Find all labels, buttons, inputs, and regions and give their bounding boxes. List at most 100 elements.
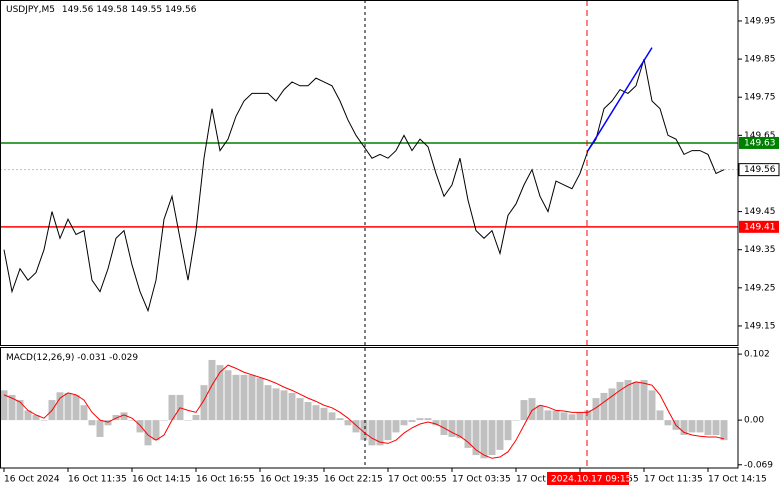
x-tick-label: 17 Oct 06:15 xyxy=(516,475,575,485)
macd-frame xyxy=(0,347,739,469)
macd-bar xyxy=(472,420,480,456)
x-tick-label: 17 Oct 03:35 xyxy=(452,475,511,485)
macd-bar xyxy=(656,410,664,421)
macd-bar xyxy=(112,414,120,421)
close: 149.56 xyxy=(165,5,197,15)
main-frame xyxy=(0,0,739,346)
y-tick-label: 149.15 xyxy=(744,321,776,331)
macd-bar xyxy=(224,370,232,421)
macd-bar xyxy=(704,420,712,435)
x-tick-label: 17 Oct 14:15 xyxy=(708,475,767,485)
macd-bar xyxy=(136,420,144,433)
back-layer xyxy=(0,142,738,459)
macd-bar xyxy=(80,405,88,421)
macd-bar xyxy=(272,388,280,421)
macd-bar xyxy=(312,405,320,421)
macd-bar xyxy=(456,420,464,439)
y-tick-label: 149.65 xyxy=(744,131,776,141)
signal-value: -0.029 xyxy=(109,353,138,363)
macd-bar xyxy=(328,412,336,421)
macd-bar xyxy=(664,420,672,426)
y-tick-label: 149.85 xyxy=(744,55,776,65)
open: 149.56 xyxy=(62,5,94,15)
x-tick-label: 17 Oct 00:55 xyxy=(388,475,447,485)
macd-bar xyxy=(504,420,512,441)
macd-bar xyxy=(64,392,72,421)
macd-bar xyxy=(536,405,544,421)
macd-bar xyxy=(544,410,552,421)
macd-bar xyxy=(696,420,704,433)
macd-bar xyxy=(688,420,696,433)
macd-bar xyxy=(632,381,640,421)
y-tick-label: 149.95 xyxy=(744,16,776,26)
macd-bar xyxy=(168,394,176,421)
macd-bar xyxy=(400,420,408,426)
macd-bar xyxy=(360,420,368,441)
y-tick-label: 0.00 xyxy=(744,416,764,426)
trendline xyxy=(587,47,653,151)
signal-line xyxy=(3,364,725,459)
macd-bar xyxy=(184,420,192,421)
macd-bar xyxy=(96,420,104,437)
macd-bar xyxy=(304,402,312,421)
macd-bar xyxy=(0,390,8,421)
macd-bar xyxy=(520,400,528,421)
macd-bar xyxy=(424,418,432,421)
macd-bar xyxy=(24,410,32,421)
macd-bar xyxy=(600,392,608,421)
last-price-box xyxy=(738,163,780,177)
macd-bar xyxy=(296,398,304,421)
y-tick-label: 149.45 xyxy=(744,207,776,217)
macd-bar xyxy=(408,420,416,423)
macd-bar xyxy=(288,392,296,421)
last-price-label: 149.56 xyxy=(744,165,776,175)
macd-bar xyxy=(344,420,352,426)
macd-bar xyxy=(496,420,504,450)
macd-bar xyxy=(192,414,200,421)
macd-bar xyxy=(88,420,96,426)
macd-bar xyxy=(32,414,40,421)
symbol: USDJPY,M5 xyxy=(6,5,55,15)
macd-bar xyxy=(256,378,264,421)
macd-bar xyxy=(560,412,568,421)
macd-bar xyxy=(592,398,600,421)
macd-bar xyxy=(120,412,128,421)
level-label-box xyxy=(739,136,779,149)
x-tick-label: 16 Oct 22:15 xyxy=(324,475,383,485)
macd-bar xyxy=(432,420,440,426)
y-tick-label: -0.069 xyxy=(744,460,773,470)
macd-bar xyxy=(680,420,688,435)
crosshair-label: 2024.10.17 09:15 xyxy=(551,475,631,485)
crosshair-box xyxy=(547,472,629,485)
macd-bar xyxy=(144,420,152,446)
x-tick-label: 16 Oct 2024 xyxy=(4,475,60,485)
macd-bar xyxy=(232,374,240,421)
macd-bar xyxy=(240,374,248,421)
macd-bar xyxy=(448,420,456,437)
macd-bar xyxy=(552,410,560,421)
y-tick-label: 149.35 xyxy=(744,245,776,255)
macd-bar xyxy=(368,420,376,446)
macd-bar xyxy=(320,407,328,421)
macd-bar xyxy=(528,398,536,421)
level-label-box xyxy=(739,220,779,233)
macd-bar xyxy=(352,420,360,433)
macd-bar xyxy=(576,412,584,421)
macd-bar xyxy=(640,380,648,421)
macd-title: MACD(12,26,9) xyxy=(6,353,74,363)
macd-bar xyxy=(464,420,472,448)
macd-bar xyxy=(56,392,64,421)
macd-bar xyxy=(248,374,256,421)
macd-bar xyxy=(280,390,288,421)
x-tick-label: 16 Oct 16:55 xyxy=(196,475,255,485)
macd-bar xyxy=(72,394,80,421)
macd-bar xyxy=(584,410,592,421)
y-tick-label: 149.25 xyxy=(744,283,776,293)
x-tick-label: 16 Oct 11:35 xyxy=(68,475,127,485)
x-tick-label: 16 Oct 19:35 xyxy=(260,475,319,485)
macd-value: -0.031 xyxy=(77,353,106,363)
macd-bar xyxy=(336,418,344,421)
macd-bar xyxy=(480,420,488,459)
macd-bar xyxy=(648,390,656,421)
